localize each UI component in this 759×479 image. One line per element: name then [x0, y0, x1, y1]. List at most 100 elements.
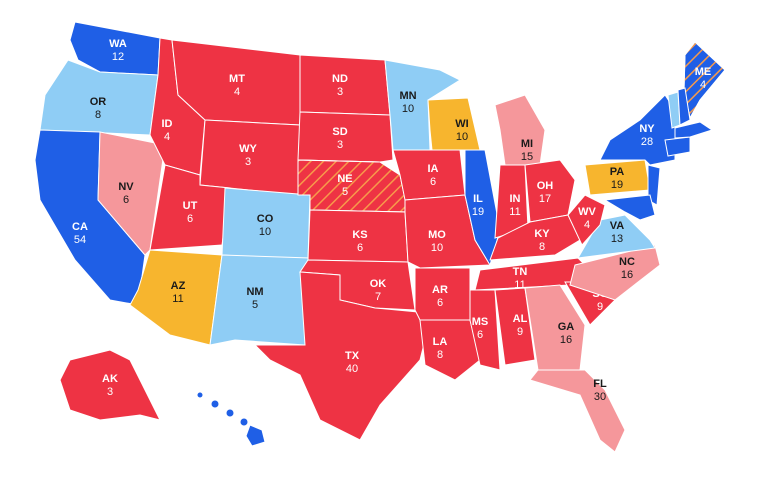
state-votes: 6 — [187, 213, 193, 225]
state-shape — [297, 111, 394, 163]
state-abbr: NC — [619, 256, 635, 268]
state-shape — [253, 271, 426, 441]
state-shape — [603, 194, 656, 221]
island — [225, 408, 235, 418]
state-abbr: ME — [695, 66, 712, 78]
state-abbr: KS — [352, 229, 367, 241]
state-abbr: MO — [428, 229, 446, 241]
state-abbr: VA — [610, 220, 625, 232]
state-votes: 11 — [514, 279, 525, 291]
state-abbr: IL — [473, 193, 483, 205]
state-votes: 10 — [259, 226, 271, 238]
state-abbr: LA — [433, 336, 448, 348]
state-abbr: TX — [345, 350, 360, 362]
state-abbr: GA — [558, 321, 575, 333]
state-abbr: WI — [455, 118, 468, 130]
state-abbr: NE — [337, 173, 352, 185]
state-votes: 15 — [521, 151, 533, 163]
state-abbr: MT — [229, 73, 245, 85]
state-votes: 4 — [164, 131, 170, 143]
state-abbr: ID — [162, 118, 173, 130]
state-hatch — [297, 159, 409, 213]
state-votes: 6 — [437, 297, 443, 309]
state-abbr: NV — [118, 181, 134, 193]
state-votes: 8 — [437, 349, 443, 361]
state-abbr: CO — [257, 213, 274, 225]
state-shape — [524, 159, 576, 223]
state-votes: 12 — [112, 51, 124, 63]
state-votes: 54 — [74, 234, 86, 246]
state-shape — [469, 289, 501, 371]
small-states — [196, 87, 714, 447]
state-shape — [674, 121, 714, 139]
state-shape — [209, 254, 311, 346]
state-abbr: NM — [246, 286, 263, 298]
state-votes: 16 — [621, 269, 633, 281]
state-shape — [494, 287, 536, 366]
state-abbr: CA — [72, 221, 88, 233]
state-votes: 19 — [472, 206, 484, 218]
state-abbr: AL — [513, 313, 528, 325]
state-shape — [567, 194, 606, 246]
state-abbr: MN — [399, 90, 416, 102]
state-votes: 3 — [245, 156, 251, 168]
state-votes: 3 — [337, 139, 343, 151]
state-abbr: KY — [534, 228, 550, 240]
state-votes: 6 — [357, 242, 363, 254]
state-shape — [677, 87, 691, 126]
state-shape — [59, 349, 161, 421]
island — [196, 391, 204, 399]
state-votes: 10 — [456, 131, 468, 143]
state-shape — [384, 59, 462, 151]
island — [210, 399, 220, 409]
state-abbr: MS — [472, 316, 489, 328]
state-abbr: TN — [513, 266, 528, 278]
state-votes: 9 — [517, 326, 523, 338]
island — [239, 417, 249, 427]
state-abbr: WY — [239, 143, 257, 155]
state-shape — [664, 136, 691, 157]
state-shape — [464, 149, 501, 267]
island — [245, 424, 266, 447]
state-votes: 30 — [594, 391, 606, 403]
state-votes: 17 — [539, 193, 551, 205]
state-shape — [419, 319, 481, 381]
state-votes: 3 — [337, 86, 343, 98]
state-votes: 7 — [375, 291, 381, 303]
state-abbr: IA — [428, 163, 439, 175]
state-abbr: WA — [109, 38, 127, 50]
state-shape — [647, 164, 661, 206]
state-abbr: PA — [610, 166, 625, 178]
state-abbr: OH — [537, 180, 554, 192]
state-shape — [524, 284, 586, 371]
state-shape — [427, 97, 481, 151]
state-votes: 5 — [252, 299, 258, 311]
state-votes: 9 — [597, 301, 603, 313]
state-votes: 6 — [123, 194, 129, 206]
state-abbr: WV — [578, 206, 596, 218]
state-votes: 8 — [539, 241, 545, 253]
state-votes: 6 — [477, 329, 483, 341]
state-votes: 3 — [107, 386, 113, 398]
state-abbr: OK — [370, 278, 387, 290]
state-shape — [599, 94, 676, 166]
state-votes: 11 — [509, 206, 520, 218]
state-votes: 13 — [611, 233, 623, 245]
state-abbr: AK — [102, 373, 118, 385]
state-votes: 40 — [346, 363, 358, 375]
state-votes: 5 — [342, 186, 348, 198]
state-votes: 10 — [431, 242, 443, 254]
state-votes: 4 — [700, 79, 706, 91]
state-votes: 6 — [430, 176, 436, 188]
state-votes: 11 — [172, 293, 183, 305]
state-votes: 16 — [560, 334, 572, 346]
state-abbr: IN — [510, 193, 521, 205]
state-abbr: NY — [639, 123, 655, 135]
state-votes: 10 — [402, 103, 414, 115]
state-votes: 19 — [611, 179, 623, 191]
state-abbr: FL — [593, 378, 607, 390]
state-votes: 8 — [95, 109, 101, 121]
state-abbr: OR — [90, 96, 107, 108]
